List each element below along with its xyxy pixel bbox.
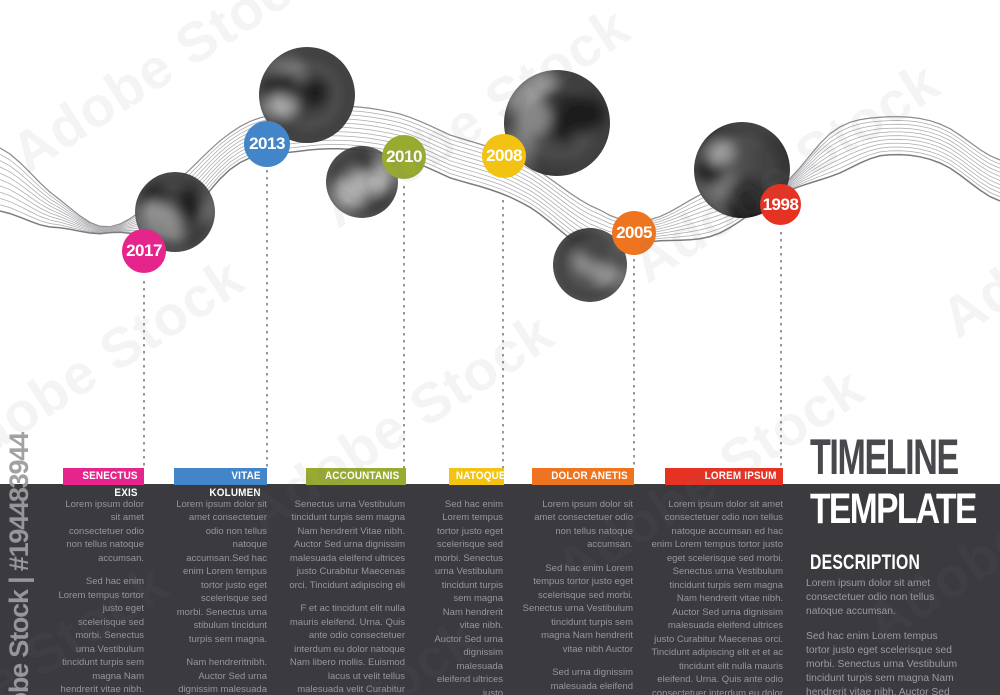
column-text-accountanis: Senectus urna Vestibulum tincidunt turpi…	[285, 498, 405, 695]
photo-placeholder	[553, 228, 627, 302]
column-label-text: ACCOUNTANIS	[325, 470, 400, 482]
column-paragraph: Lorem ipsum dolor sit amet consectetuer …	[651, 499, 783, 695]
column-paragraph: Sed urna dignissim malesuada eleifend ul…	[538, 667, 633, 695]
connector-dash-2008	[502, 200, 504, 468]
year-badge-2013: 2013	[244, 121, 290, 167]
column-label-natoquet: NATOQUET	[449, 468, 512, 485]
column-paragraph: Sed hac enim Lorem tempus tortor justo e…	[58, 576, 144, 695]
column-text-dolor-anetis: Lorem ipsum dolor sit amet consectetuer …	[521, 498, 633, 695]
column-label-text: SENECTUS EXIS	[82, 470, 138, 499]
year-badge-2010: 2010	[382, 135, 426, 179]
connector-dash-2005	[633, 259, 635, 468]
description-body: Lorem ipsum dolor sit amet consectetuer …	[806, 577, 964, 695]
column-text-senectus-exis: Lorem ipsum dolor sit amet consectetuer …	[58, 498, 144, 695]
page-title-line2: TEMPLATE	[810, 485, 977, 533]
column-paragraph: Lorem ipsum dolor sit amet consectetuer …	[176, 499, 267, 645]
description-paragraph: Sed hac enim Lorem tempus tortor justo e…	[806, 630, 958, 695]
column-label-senectus-exis: SENECTUS EXIS	[63, 468, 144, 499]
column-label-text: LOREM IPSUM	[704, 470, 777, 482]
column-label-lorem-ipsum: LOREM IPSUM	[665, 468, 783, 485]
description-paragraph: Lorem ipsum dolor sit amet consectetuer …	[806, 578, 935, 618]
column-label-text: NATOQUET	[455, 470, 513, 482]
column-label-text: VITAE KOLUMEN	[209, 470, 261, 499]
connector-dash-2017	[143, 281, 145, 468]
page-title-line1: TIMELINE	[810, 429, 959, 485]
column-paragraph: Lorem ipsum dolor sit amet consectetuer …	[65, 499, 144, 564]
column-paragraph: Lorem ipsum dolor sit amet consectetuer …	[534, 499, 633, 551]
connector-dash-2010	[403, 186, 405, 468]
photo-placeholder	[259, 47, 355, 143]
year-badge-2005: 2005	[612, 211, 656, 255]
column-label-dolor-anetis: DOLOR ANETIS	[532, 468, 634, 485]
column-paragraph: F et ac tincidunt elit nulla mauris elei…	[289, 603, 405, 695]
description-heading: DESCRIPTION	[810, 551, 921, 574]
year-badge-2008: 2008	[482, 134, 526, 178]
photo-placeholder	[504, 70, 610, 176]
column-label-text: DOLOR ANETIS	[551, 470, 628, 482]
column-paragraph: Sed hac enim Lorem tempus tortor justo e…	[522, 562, 633, 655]
year-badge-2017: 2017	[122, 229, 166, 273]
column-text-lorem-ipsum: Lorem ipsum dolor sit amet consectetuer …	[651, 498, 783, 695]
column-paragraph: Nam hendreritnibh. Auctor Sed urna digni…	[178, 657, 267, 695]
year-badge-1998: 1998	[760, 184, 801, 225]
column-text-vitae-kolumen: Lorem ipsum dolor sit amet consectetuer …	[173, 498, 267, 695]
connector-dash-2013	[266, 170, 268, 468]
column-label-accountanis: ACCOUNTANIS	[306, 468, 406, 485]
column-label-vitae-kolumen: VITAE KOLUMEN	[174, 468, 267, 499]
photo-placeholder	[135, 172, 215, 252]
column-paragraph: Senectus urna Vestibulum tincidunt turpi…	[289, 499, 405, 591]
column-paragraph: Sed hac enim Lorem tempus tortor justo e…	[434, 499, 503, 695]
column-text-natoquet: Sed hac enim Lorem tempus tortor justo e…	[431, 498, 503, 695]
connector-dash-1998	[780, 232, 782, 468]
bottom-band	[0, 484, 1000, 695]
